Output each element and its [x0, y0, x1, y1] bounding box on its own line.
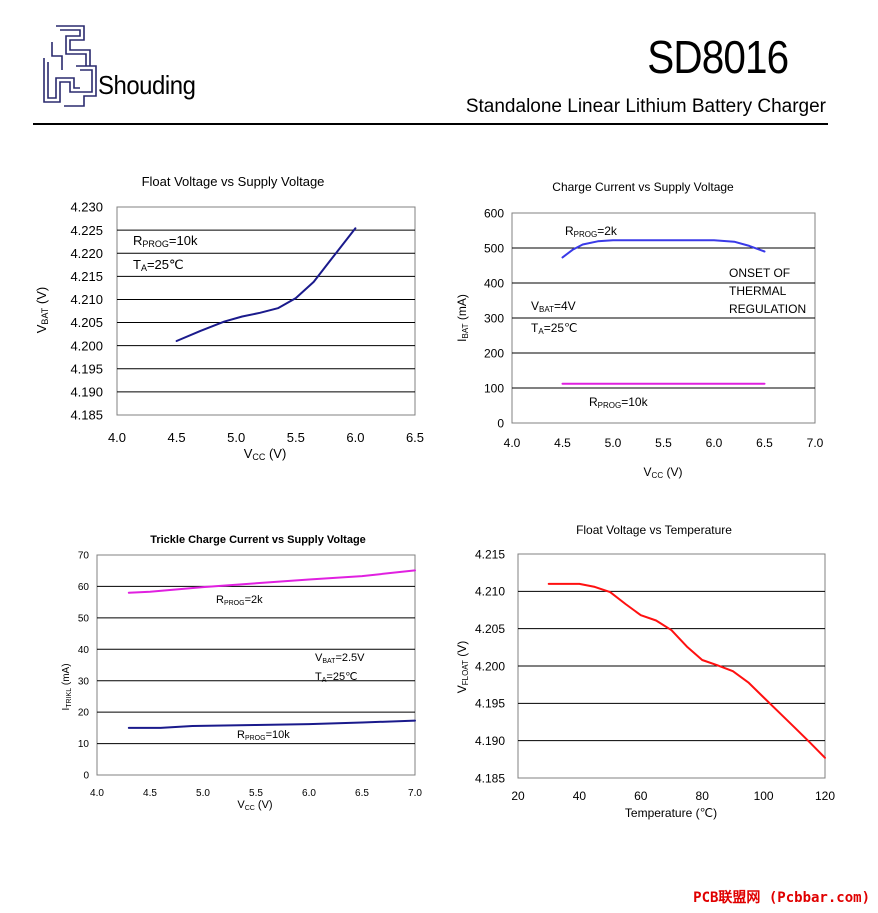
y-tick-label: 60 [78, 582, 90, 593]
x-tick-label: 7.0 [807, 436, 824, 450]
y-tick-label: 4.200 [475, 659, 505, 673]
y-tick-label: 4.225 [70, 223, 103, 238]
chart-title: Float Voltage vs Temperature [576, 523, 732, 537]
y-tick-label: 0 [83, 771, 89, 782]
series-line-0 [561, 239, 766, 259]
y-tick-label: 4.185 [70, 408, 103, 423]
x-tick-label: 5.5 [249, 788, 263, 799]
watermark: PCB联盟网 (Pcbbar.com) [693, 890, 870, 906]
y-tick-label: 600 [484, 206, 504, 220]
y-tick-label: 40 [78, 645, 90, 656]
chart-title: Float Voltage vs Supply Voltage [142, 174, 325, 189]
x-tick-label: 80 [696, 789, 710, 803]
x-tick-label: 4.0 [108, 430, 126, 445]
y-tick-label: 4.200 [70, 338, 103, 353]
y-tick-label: 4.205 [70, 315, 103, 330]
x-tick-label: 5.0 [605, 436, 622, 450]
series-line-0 [127, 569, 416, 594]
y-tick-label: 4.205 [475, 622, 505, 636]
y-tick-label: 20 [78, 708, 90, 719]
y-tick-label: 4.220 [70, 246, 103, 261]
x-tick-label: 6.0 [302, 788, 316, 799]
chart-title: Trickle Charge Current vs Supply Voltage [150, 534, 366, 546]
y-tick-label: 400 [484, 276, 504, 290]
y-tick-label: 200 [484, 346, 504, 360]
annotation-vbat: VBAT=2.5V [315, 652, 365, 665]
header-rule [33, 123, 828, 125]
y-axis-label: VFLOAT (V) [455, 641, 470, 694]
y-tick-label: 50 [78, 613, 90, 624]
plot-area [96, 554, 416, 776]
y-tick-label: 4.195 [475, 697, 505, 711]
x-tick-label: 4.5 [143, 788, 157, 799]
y-tick-label: 70 [78, 551, 90, 562]
y-tick-label: 10 [78, 739, 90, 750]
y-tick-label: 4.215 [70, 269, 103, 284]
annotation-onset-1: ONSET OF [729, 266, 790, 280]
y-tick-label: 0 [497, 416, 504, 430]
x-tick-label: 6.0 [346, 430, 364, 445]
y-tick-label: 4.210 [70, 292, 103, 307]
x-tick-label: 6.5 [756, 436, 773, 450]
annotation-onset-3: REGULATION [729, 302, 806, 316]
y-tick-label: 4.230 [70, 200, 103, 215]
x-tick-label: 5.0 [227, 430, 245, 445]
x-tick-label: 60 [634, 789, 648, 803]
part-number: SD8016 [646, 31, 789, 83]
y-tick-label: 300 [484, 311, 504, 325]
y-tick-label: 4.190 [70, 385, 103, 400]
y-tick-label: 4.190 [475, 734, 505, 748]
x-tick-label: 4.0 [90, 788, 104, 799]
x-tick-label: 6.5 [355, 788, 369, 799]
x-tick-label: 40 [573, 789, 587, 803]
x-tick-label: 5.5 [287, 430, 305, 445]
series-line-0 [547, 582, 826, 759]
document-subtitle: Standalone Linear Lithium Battery Charge… [465, 96, 826, 117]
x-tick-label: 4.0 [504, 436, 521, 450]
x-tick-label: 6.5 [406, 430, 424, 445]
x-tick-label: 100 [754, 789, 774, 803]
series-line-0 [175, 227, 357, 342]
shouding-logo-icon [43, 25, 97, 107]
chart-title: Charge Current vs Supply Voltage [552, 180, 734, 194]
y-tick-label: 4.195 [70, 361, 103, 376]
x-tick-label: 5.0 [196, 788, 210, 799]
series-line-1 [127, 719, 416, 729]
annotation-onset-2: THERMAL [729, 284, 787, 298]
y-axis-label: IBAT (mA) [455, 294, 470, 342]
y-tick-label: 4.215 [475, 547, 505, 561]
x-tick-label: 4.5 [554, 436, 571, 450]
x-tick-label: 20 [511, 789, 525, 803]
x-tick-label: 120 [815, 789, 835, 803]
brand-name: Shouding [98, 70, 196, 100]
annotation-ta: TA=25℃ [315, 671, 357, 684]
x-tick-label: 7.0 [408, 788, 422, 799]
x-tick-label: 5.5 [655, 436, 672, 450]
y-tick-label: 100 [484, 381, 504, 395]
y-tick-label: 4.185 [475, 771, 505, 785]
y-tick-label: 4.210 [475, 585, 505, 599]
x-tick-label: 6.0 [706, 436, 723, 450]
x-tick-label: 4.5 [168, 430, 186, 445]
y-tick-label: 500 [484, 241, 504, 255]
y-tick-label: 30 [78, 676, 90, 687]
x-axis-label: Temperature (℃) [625, 806, 717, 820]
